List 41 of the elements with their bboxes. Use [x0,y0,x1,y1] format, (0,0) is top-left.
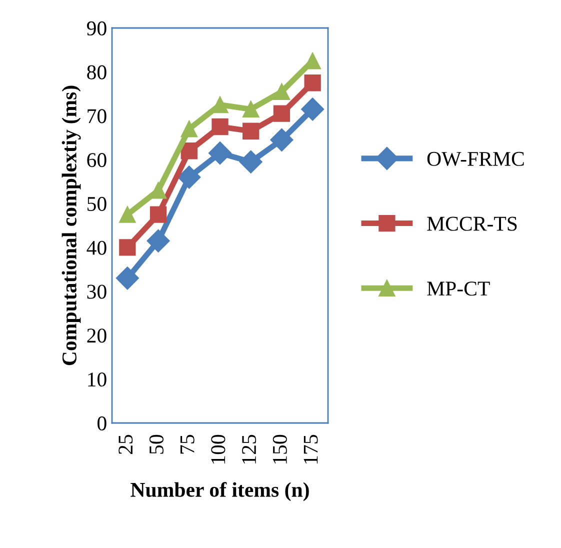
point [212,96,228,114]
y-tick-label: 50 [88,196,106,211]
x-tick-label: 175 [304,434,318,464]
y-tick-label: 70 [88,109,106,124]
y-tick-label: 90 [86,21,106,36]
y-axis-title: Computational complextiy (ms) [62,86,81,366]
x-tick-label: 100 [211,434,226,464]
point [146,229,170,252]
legend-label: MP-CT [427,282,490,296]
point [212,118,228,136]
x-tick-label: 25 [118,434,133,454]
y-tick-label: 30 [87,284,106,299]
point [180,120,198,138]
y-tick-label: 60 [87,153,106,168]
x-axis-title: Number of items (n) [130,482,309,502]
x-tick-label: 125 [242,434,256,464]
point [178,166,201,189]
legend-label: OW-FRMC [427,152,524,166]
y-tick-label: 0 [98,416,106,430]
point [150,206,167,223]
point [116,266,139,290]
point [273,83,290,100]
y-tick-label: 40 [86,240,106,255]
point [239,150,262,174]
point [301,98,324,121]
point [273,105,290,122]
point [242,100,260,118]
y-tick-label: 10 [88,372,106,387]
point [242,122,260,140]
x-tick-label: 150 [272,434,287,464]
x-tick-label: 75 [180,434,194,454]
point [270,128,294,152]
point [304,74,321,92]
point [119,206,136,223]
y-tick-label: 80 [87,65,106,80]
point [119,239,136,256]
point [180,142,198,160]
x-tick-label: 50 [149,434,164,454]
y-tick-label: 20 [87,328,106,343]
legend-label: MCCR-TS [427,216,517,231]
point [208,142,232,165]
